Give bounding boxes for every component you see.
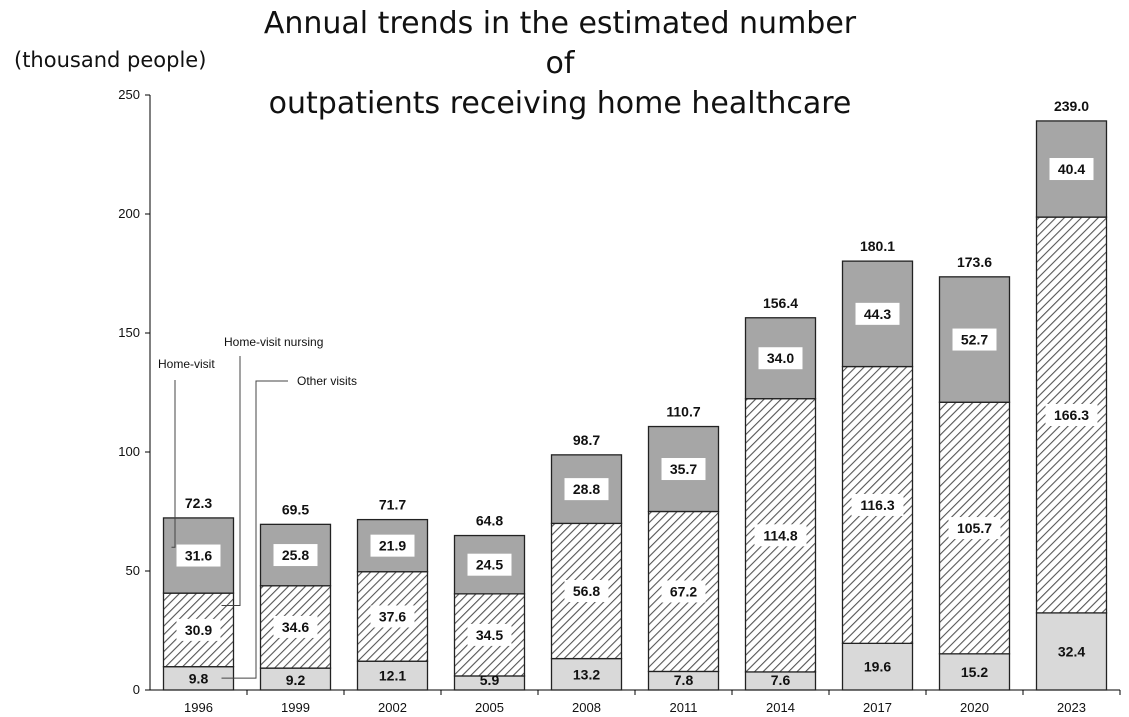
callout-line — [171, 380, 176, 548]
y-tick-label: 0 — [133, 682, 140, 697]
value-label-box — [564, 579, 609, 602]
value-label: 15.2 — [961, 664, 988, 680]
callout-line — [221, 356, 241, 607]
value-label: 9.8 — [189, 670, 209, 686]
value-label: 35.7 — [670, 461, 697, 477]
value-label-box — [467, 623, 512, 646]
value-label-box — [273, 615, 318, 638]
value-label: 19.6 — [864, 659, 891, 675]
total-label: 180.1 — [860, 238, 895, 254]
total-label: 64.8 — [476, 513, 503, 529]
value-label: 28.8 — [573, 481, 600, 497]
x-tick-label: 2017 — [863, 700, 892, 715]
total-label: 110.7 — [666, 404, 700, 420]
value-label: 32.4 — [1058, 643, 1085, 659]
bar-segment — [550, 657, 623, 691]
value-label-box — [948, 517, 1001, 540]
value-label-box — [1045, 403, 1098, 426]
value-label: 12.1 — [379, 668, 406, 684]
value-label: 13.2 — [573, 666, 600, 682]
value-label-box — [564, 478, 609, 501]
total-label: 98.7 — [573, 432, 600, 448]
value-label: 37.6 — [379, 608, 406, 624]
value-label: 25.8 — [282, 547, 309, 563]
y-tick-label: 150 — [118, 325, 140, 340]
value-label: 44.3 — [864, 306, 891, 322]
value-label: 116.3 — [860, 497, 894, 513]
value-label-box — [176, 618, 221, 641]
bar-segment — [938, 653, 1011, 691]
value-label-box — [176, 544, 221, 567]
annotation-other-visits: Other visits — [297, 374, 357, 388]
total-label: 173.6 — [957, 254, 992, 270]
value-label: 52.7 — [961, 332, 988, 348]
value-label: 56.8 — [573, 583, 600, 599]
bar-segment — [259, 523, 332, 587]
y-tick-label: 50 — [126, 563, 140, 578]
x-tick-label: 2005 — [475, 700, 504, 715]
bar-layer — [162, 120, 1108, 691]
value-label: 5.9 — [480, 672, 500, 688]
value-label: 105.7 — [957, 520, 992, 536]
value-label: 34.6 — [282, 619, 309, 635]
chart-title: Annual trends in the estimated number of… — [263, 6, 857, 121]
annotation-home-visit-nursing: Home-visit nursing — [224, 335, 323, 349]
value-label: 114.8 — [763, 527, 797, 543]
y-tick-label: 250 — [118, 87, 140, 102]
y-tick-label: 200 — [118, 206, 140, 221]
value-label: 40.4 — [1058, 161, 1085, 177]
total-label: 239.0 — [1054, 98, 1089, 114]
x-tick-label: 2014 — [766, 700, 795, 715]
value-label-box — [855, 302, 900, 325]
callout-line — [221, 380, 288, 679]
value-label-box — [754, 524, 807, 547]
value-label: 34.5 — [476, 627, 503, 643]
label-layer: 9.8 30.9 31.6 72.3 9.2 34.6 25.8 69.5 12.1 37.6 21… — [176, 98, 1098, 688]
value-label: 166.3 — [1054, 407, 1089, 423]
value-label-box — [370, 605, 415, 628]
x-tick-label: 2023 — [1057, 700, 1086, 715]
value-label: 21.9 — [379, 538, 406, 554]
value-label-box — [661, 458, 706, 481]
x-tick-label: 2020 — [960, 700, 989, 715]
total-label: 72.3 — [185, 495, 212, 511]
value-label-box — [661, 580, 706, 603]
total-label: 69.5 — [282, 501, 309, 517]
bar-segment — [1035, 612, 1108, 691]
value-label-box — [370, 534, 415, 557]
value-label: 30.9 — [185, 622, 212, 638]
annotation-home-visit: Home-visit — [158, 357, 215, 371]
x-tick-label: 1996 — [184, 700, 213, 715]
x-tick-label: 2002 — [378, 700, 407, 715]
y-axis-unit-label: (thousand people) — [14, 48, 207, 72]
total-label: 156.4 — [763, 295, 798, 311]
y-tick-label: 100 — [118, 444, 140, 459]
value-label-box — [851, 493, 904, 516]
x-tick-label: 2008 — [572, 700, 601, 715]
total-label: 71.7 — [379, 497, 406, 513]
annotation-layer: Home-visit Home-visit nursing Other visits — [158, 335, 357, 679]
value-label: 31.6 — [185, 548, 212, 564]
value-label-box — [273, 544, 318, 567]
value-label: 34.0 — [767, 350, 794, 366]
value-label-box — [1049, 158, 1094, 181]
value-label: 24.5 — [476, 557, 503, 573]
value-label: 67.2 — [670, 583, 697, 599]
bar-segment — [841, 642, 914, 691]
value-label: 9.2 — [286, 672, 306, 688]
value-label-box — [758, 347, 803, 370]
x-tick-label: 2011 — [670, 700, 698, 715]
value-label-box — [467, 553, 512, 576]
value-label: 7.6 — [771, 672, 791, 688]
x-tick-label: 1999 — [281, 700, 310, 715]
value-label-box — [952, 328, 997, 351]
value-label: 7.8 — [674, 672, 694, 688]
bar-segment — [356, 660, 429, 691]
